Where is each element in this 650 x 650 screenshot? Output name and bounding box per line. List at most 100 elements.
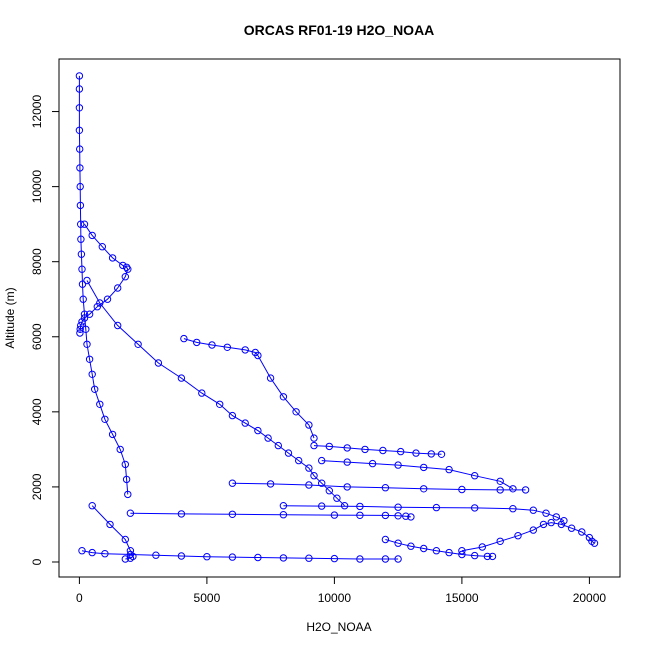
data-point: [402, 512, 410, 520]
data-point: [121, 273, 130, 281]
data-point: [76, 325, 84, 333]
data-point: [203, 553, 211, 561]
series-line-4: [183, 338, 315, 439]
series-line-10: [130, 512, 411, 518]
data-point: [177, 510, 186, 518]
data-point: [152, 551, 160, 559]
data-point: [241, 346, 249, 354]
data-point: [330, 511, 339, 519]
data-point: [93, 303, 102, 311]
data-point: [381, 484, 390, 492]
data-point: [279, 502, 288, 510]
data-point: [76, 164, 84, 172]
data-point: [154, 359, 163, 367]
data-point: [394, 503, 402, 511]
data-point: [78, 318, 86, 326]
data-point: [310, 472, 318, 480]
data-point: [85, 310, 94, 318]
data-point: [114, 284, 122, 292]
data-point: [279, 511, 288, 519]
data-point: [325, 487, 333, 495]
data-point: [521, 486, 530, 494]
data-point: [75, 72, 84, 80]
data-point: [114, 321, 122, 330]
data-point: [106, 520, 114, 529]
data-point: [264, 434, 272, 442]
data-point: [83, 276, 91, 285]
data-point: [333, 494, 341, 502]
data-point: [427, 450, 435, 458]
data-point: [305, 464, 313, 472]
data-point: [496, 477, 504, 485]
data-point: [124, 490, 132, 499]
data-point: [77, 250, 86, 258]
data-point: [529, 526, 537, 534]
data-point: [483, 552, 492, 561]
data-point: [478, 543, 486, 551]
data-point: [420, 485, 428, 493]
data-point: [310, 441, 318, 450]
data-point: [420, 463, 428, 472]
data-point: [228, 553, 237, 561]
data-point: [103, 295, 112, 303]
data-point: [305, 554, 313, 562]
series-line-8: [283, 505, 565, 522]
data-point: [223, 343, 232, 351]
data-point: [266, 480, 275, 488]
data-point: [88, 548, 96, 557]
data-point: [514, 532, 522, 540]
data-point: [381, 555, 390, 563]
data-point: [122, 263, 131, 271]
data-point: [343, 458, 351, 466]
data-point: [560, 517, 568, 525]
series-line-2: [79, 223, 129, 334]
data-point: [82, 325, 90, 333]
data-point: [379, 446, 387, 455]
data-point: [91, 385, 99, 393]
data-point: [529, 506, 537, 514]
data-point: [78, 265, 86, 273]
data-point: [274, 441, 282, 450]
data-point: [254, 351, 262, 360]
data-point: [116, 445, 124, 454]
y-tick-label: 6000: [30, 323, 44, 350]
data-point: [310, 434, 318, 442]
data-point: [108, 254, 117, 262]
data-point: [122, 475, 131, 484]
data-point: [284, 449, 293, 457]
data-point: [134, 340, 142, 348]
data-point: [75, 126, 84, 135]
x-tick-label: 0: [76, 591, 83, 605]
data-point: [108, 430, 117, 439]
x-tick-label: 20000: [573, 591, 607, 605]
data-point: [471, 504, 479, 512]
data-point: [79, 295, 87, 303]
data-point: [241, 419, 249, 427]
data-point: [254, 553, 262, 562]
data-point: [279, 554, 288, 562]
data-point: [80, 314, 89, 322]
data-point: [254, 426, 262, 435]
data-point: [216, 400, 224, 408]
data-point: [198, 389, 206, 397]
x-axis-label: H2O_NOAA: [306, 620, 371, 634]
data-point: [80, 220, 89, 228]
data-point: [85, 355, 94, 363]
data-point: [279, 393, 288, 401]
data-point: [394, 512, 402, 520]
y-axis: 0 2000 4000 6000 8000 10000 12000: [30, 95, 60, 565]
data-point: [101, 550, 109, 558]
x-axis: 0 5000 10000 15000 20000: [76, 576, 607, 605]
data-point: [509, 505, 517, 513]
data-point: [88, 502, 96, 510]
data-point: [407, 542, 415, 550]
data-point: [318, 456, 326, 465]
data-point: [590, 539, 599, 547]
data-point: [542, 509, 550, 517]
x-tick-label: 10000: [318, 591, 352, 605]
data-point: [420, 544, 428, 553]
data-point: [361, 445, 369, 454]
data-point: [458, 547, 466, 555]
data-point: [180, 334, 188, 343]
data-point: [445, 465, 453, 474]
